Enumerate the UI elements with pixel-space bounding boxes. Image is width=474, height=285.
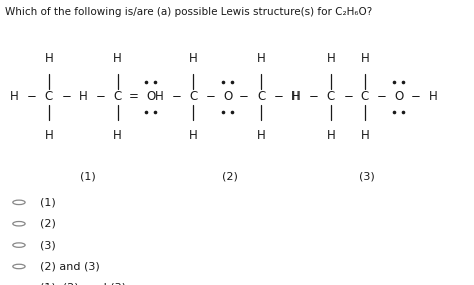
Text: (1): (1): [40, 197, 56, 207]
Text: C: C: [113, 90, 122, 103]
Text: −: −: [62, 90, 71, 103]
Text: C: C: [189, 90, 198, 103]
Text: Which of the following is/are (a) possible Lewis structure(s) for C₂H₆O?: Which of the following is/are (a) possib…: [5, 7, 372, 17]
Text: −: −: [172, 90, 181, 103]
Text: H: H: [79, 90, 87, 103]
Text: (2): (2): [40, 219, 56, 229]
Text: H: H: [257, 52, 265, 65]
Text: C: C: [327, 90, 335, 103]
Text: (3): (3): [359, 172, 375, 182]
Text: −: −: [377, 90, 386, 103]
Text: H: H: [292, 90, 301, 103]
Text: H: H: [113, 129, 122, 142]
Text: H: H: [189, 129, 198, 142]
Text: H: H: [257, 129, 265, 142]
Text: −: −: [274, 90, 283, 103]
Text: H: H: [327, 129, 335, 142]
Text: C: C: [361, 90, 369, 103]
Text: C: C: [257, 90, 265, 103]
Text: −: −: [27, 90, 36, 103]
Text: H: H: [361, 129, 369, 142]
Text: −: −: [206, 90, 216, 103]
Text: −: −: [96, 90, 105, 103]
Text: −: −: [309, 90, 319, 103]
Text: (2): (2): [222, 172, 238, 182]
Text: C: C: [45, 90, 53, 103]
Text: H: H: [291, 90, 300, 103]
Text: H: H: [189, 52, 198, 65]
Text: O: O: [146, 90, 155, 103]
Text: H: H: [155, 90, 163, 103]
Text: (2) and (3): (2) and (3): [40, 261, 100, 272]
Text: H: H: [327, 52, 335, 65]
Text: H: H: [45, 52, 53, 65]
Text: H: H: [428, 90, 437, 103]
Text: (3): (3): [40, 240, 56, 250]
Text: H: H: [113, 52, 122, 65]
Text: H: H: [361, 52, 369, 65]
Text: =: =: [129, 90, 139, 103]
Text: H: H: [10, 90, 18, 103]
Text: O: O: [394, 90, 403, 103]
Text: O: O: [223, 90, 232, 103]
Text: (1), (2), and (3): (1), (2), and (3): [40, 283, 126, 285]
Text: (1): (1): [80, 172, 96, 182]
Text: −: −: [411, 90, 421, 103]
Text: −: −: [239, 90, 249, 103]
Text: −: −: [344, 90, 353, 103]
Text: H: H: [45, 129, 53, 142]
